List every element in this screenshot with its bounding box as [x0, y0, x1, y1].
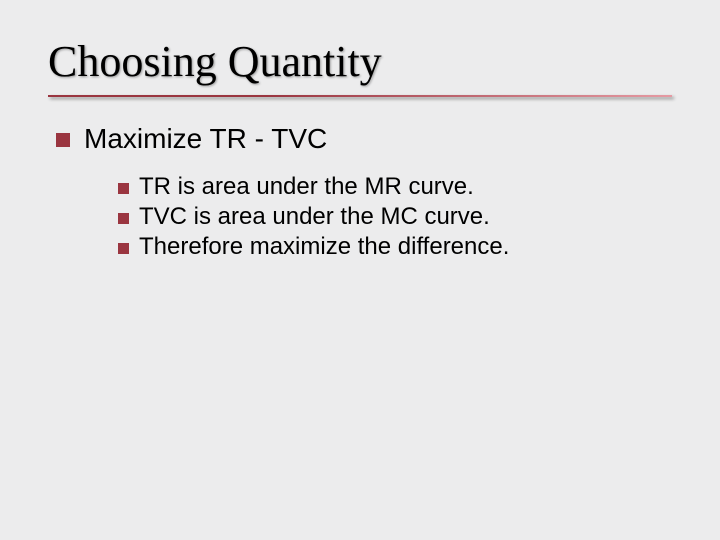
bullet-level2-row: TVC is area under the MC curve.: [118, 203, 672, 231]
square-bullet-icon: [118, 243, 129, 254]
bullet-level2-row: TR is area under the MR curve.: [118, 173, 672, 201]
bullet-level2-row: Therefore maximize the difference.: [118, 233, 672, 261]
bullet-level2-text: TR is area under the MR curve.: [139, 173, 474, 201]
bullet-level2-text: Therefore maximize the difference.: [139, 233, 509, 261]
bullet-level2-text: TVC is area under the MC curve.: [139, 203, 490, 231]
slide-title: Choosing Quantity: [48, 36, 672, 87]
bullet-level1-text: Maximize TR - TVC: [84, 123, 327, 155]
square-bullet-icon: [56, 133, 70, 147]
square-bullet-icon: [118, 183, 129, 194]
square-bullet-icon: [118, 213, 129, 224]
bullet-level1-row: Maximize TR - TVC: [56, 123, 672, 155]
slide: Choosing Quantity Maximize TR - TVC TR i…: [0, 0, 720, 540]
title-underline: [48, 95, 672, 97]
bullet-level2-list: TR is area under the MR curve. TVC is ar…: [118, 173, 672, 261]
